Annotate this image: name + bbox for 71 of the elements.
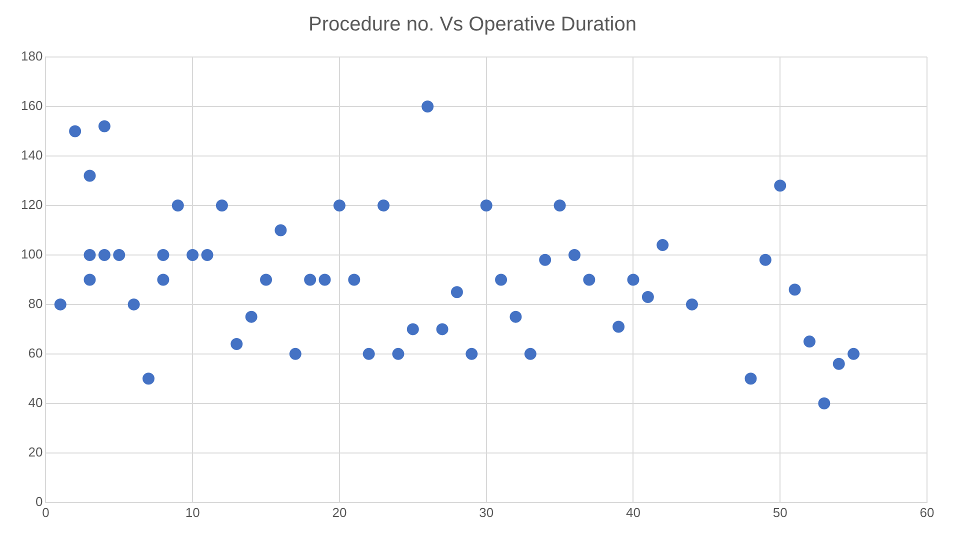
point [422, 100, 434, 112]
y-tick-label: 120 [20, 197, 43, 212]
point [818, 397, 830, 410]
point [157, 274, 170, 286]
x-tick-label: 10 [185, 504, 200, 520]
point [642, 291, 654, 304]
point [84, 248, 96, 261]
point [450, 286, 463, 298]
y-tick-label: 180 [20, 48, 43, 64]
point [84, 274, 96, 286]
x-tick-label: 20 [332, 504, 347, 520]
point [524, 348, 536, 360]
point [274, 224, 287, 236]
point [333, 199, 346, 212]
point [568, 248, 580, 261]
point [656, 239, 669, 252]
point [69, 125, 82, 138]
y-tick-label: 80 [28, 296, 43, 312]
point [113, 248, 126, 261]
point [539, 254, 552, 266]
x-tick-label: 60 [920, 504, 934, 520]
point [142, 372, 155, 385]
point [392, 348, 404, 360]
point [510, 310, 522, 323]
point [378, 199, 390, 212]
point [230, 338, 243, 350]
point [436, 323, 448, 336]
point [98, 248, 110, 261]
point [686, 298, 698, 310]
point [583, 274, 596, 286]
point [788, 284, 801, 296]
point [554, 199, 566, 212]
point [98, 120, 110, 132]
point [84, 170, 96, 182]
x-tick-label: 30 [479, 504, 494, 520]
point [744, 372, 757, 385]
x-tick-label: 40 [626, 504, 640, 520]
point [480, 199, 492, 212]
point [803, 336, 816, 348]
point [245, 310, 258, 323]
point [201, 248, 214, 261]
point [832, 358, 845, 370]
x-tick-label: 50 [772, 504, 788, 520]
point [362, 348, 375, 360]
point [495, 274, 508, 286]
point [318, 274, 331, 286]
point [774, 180, 786, 192]
y-tick-label: 160 [20, 98, 43, 114]
point [466, 348, 478, 360]
chart-title: Procedure no. Vs Operative Duration [308, 14, 636, 36]
y-tick-label: 140 [20, 148, 43, 163]
point [759, 254, 772, 266]
y-tick-label: 20 [28, 444, 43, 460]
point [848, 348, 860, 360]
point [304, 274, 316, 286]
point [157, 248, 170, 261]
point [406, 323, 419, 336]
y-tick-label: 40 [28, 395, 43, 410]
y-tick-label: 0 [35, 494, 43, 509]
point [128, 298, 140, 310]
y-tick-label: 100 [20, 246, 43, 262]
point [289, 348, 302, 360]
point [627, 274, 640, 286]
point [172, 199, 184, 212]
point [612, 320, 625, 333]
y-tick-label: 60 [28, 346, 43, 361]
point [186, 248, 199, 261]
point [348, 274, 360, 286]
point [54, 298, 66, 310]
point [260, 274, 272, 286]
point [216, 199, 228, 212]
